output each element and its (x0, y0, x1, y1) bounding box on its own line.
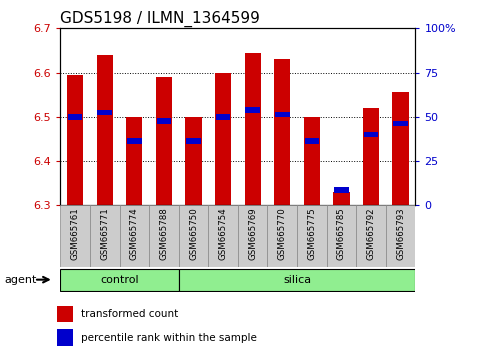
Bar (297, 205, 327, 267)
Bar (327, 205, 356, 267)
Text: agent: agent (5, 275, 37, 285)
Text: transformed count: transformed count (81, 309, 178, 319)
Bar (57, 306, 73, 322)
Text: GSM665754: GSM665754 (219, 207, 227, 260)
Bar (156, 118, 171, 124)
Bar (97, 55, 113, 205)
Text: GSM665792: GSM665792 (367, 207, 375, 260)
Bar (304, 117, 320, 205)
Text: silica: silica (283, 275, 311, 285)
Bar (334, 187, 349, 193)
Bar (126, 117, 142, 205)
Bar (67, 75, 83, 205)
Text: GSM665785: GSM665785 (337, 207, 346, 260)
Bar (60, 268, 179, 291)
Bar (386, 205, 415, 267)
Bar (274, 59, 290, 205)
Bar (179, 205, 208, 267)
Text: GSM665750: GSM665750 (189, 207, 198, 260)
Text: GSM665793: GSM665793 (396, 207, 405, 260)
Text: GSM665788: GSM665788 (159, 207, 169, 260)
Text: GSM665769: GSM665769 (248, 207, 257, 260)
Bar (268, 205, 297, 267)
Text: GDS5198 / ILMN_1364599: GDS5198 / ILMN_1364599 (60, 11, 260, 27)
Bar (149, 205, 179, 267)
Text: control: control (100, 275, 139, 285)
Bar (185, 117, 201, 205)
Bar (393, 92, 409, 205)
Text: GSM665775: GSM665775 (307, 207, 316, 260)
Bar (216, 114, 230, 120)
Bar (238, 205, 268, 267)
Bar (186, 138, 201, 144)
Bar (60, 205, 90, 267)
Bar (98, 109, 112, 115)
Bar (68, 114, 83, 120)
Bar (120, 205, 149, 267)
Bar (333, 192, 350, 205)
Bar (90, 205, 120, 267)
Text: percentile rank within the sample: percentile rank within the sample (81, 332, 257, 343)
Bar (156, 77, 172, 205)
Bar (57, 329, 73, 346)
Text: GSM665771: GSM665771 (100, 207, 109, 260)
Bar (363, 108, 379, 205)
Text: GSM665774: GSM665774 (130, 207, 139, 260)
Bar (179, 268, 415, 291)
Bar (215, 73, 231, 205)
Bar (275, 112, 290, 118)
Bar (364, 132, 378, 137)
Text: GSM665761: GSM665761 (71, 207, 80, 260)
Bar (127, 138, 142, 144)
Bar (245, 107, 260, 113)
Bar (393, 121, 408, 126)
Bar (208, 205, 238, 267)
Bar (244, 53, 261, 205)
Bar (356, 205, 386, 267)
Bar (304, 138, 319, 144)
Text: GSM665770: GSM665770 (278, 207, 287, 260)
